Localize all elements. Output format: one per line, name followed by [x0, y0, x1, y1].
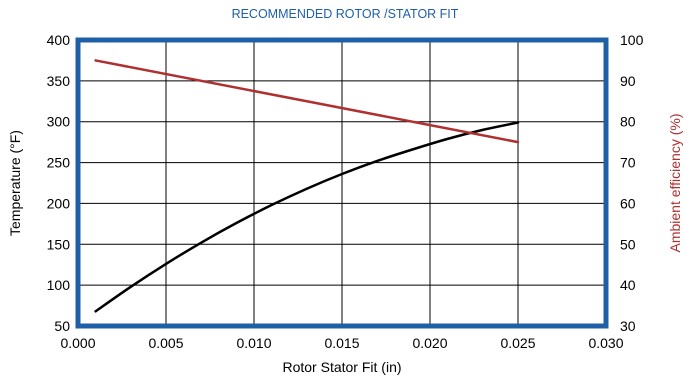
y2-tick-label: 60: [620, 195, 636, 211]
y2-tick-label: 50: [620, 236, 636, 252]
y2-axis-label: Ambient efficiency (%): [667, 113, 683, 252]
y-tick-label: 300: [47, 114, 71, 130]
chart-title: RECOMMENDED ROTOR /STATOR FIT: [232, 7, 459, 21]
x-tick-label: 0.010: [236, 335, 271, 351]
y2-tick-label: 40: [620, 277, 636, 293]
y2-tick-label: 30: [620, 318, 636, 334]
x-tick-label: 0.020: [412, 335, 447, 351]
grid-layer: [78, 40, 606, 326]
y-tick-label: 100: [47, 277, 71, 293]
series-line-efficiency: [94, 59, 520, 144]
y2-tick-label: 80: [620, 114, 636, 130]
series-layer: [94, 59, 520, 313]
y2-tick-label: 90: [620, 73, 636, 89]
y-tick-label: 50: [54, 318, 70, 334]
y2-tick-label: 70: [620, 155, 636, 171]
y-tick-label: 400: [47, 32, 71, 48]
y-tick-label: 350: [47, 73, 71, 89]
series-line-temperature: [94, 121, 520, 313]
x-tick-label: 0.000: [60, 335, 95, 351]
y-tick-label: 250: [47, 155, 71, 171]
tick-layer: 0.000 0.005 0.010 0.015 0.020 0.025 0.030 50 100…: [47, 32, 644, 351]
plot-frame: [75, 37, 609, 329]
x-tick-label: 0.015: [324, 335, 359, 351]
y-tick-label: 200: [47, 195, 71, 211]
x-tick-label: 0.025: [500, 335, 535, 351]
y-axis-label: Temperature (°F): [7, 130, 23, 236]
x-tick-label: 0.005: [148, 335, 183, 351]
x-axis-label: Rotor Stator Fit (in): [282, 359, 401, 375]
y2-tick-label: 100: [620, 32, 644, 48]
y-tick-label: 150: [47, 236, 71, 252]
x-tick-label: 0.030: [588, 335, 623, 351]
